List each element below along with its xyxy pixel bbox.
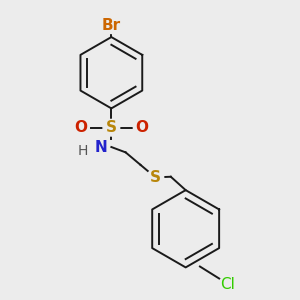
- Circle shape: [73, 119, 89, 136]
- Text: N: N: [94, 140, 107, 154]
- Text: O: O: [135, 120, 148, 135]
- Text: O: O: [74, 120, 88, 135]
- Circle shape: [103, 119, 120, 136]
- Text: S: S: [150, 170, 161, 185]
- Text: H: H: [78, 145, 88, 158]
- Circle shape: [147, 169, 164, 186]
- Text: Cl: Cl: [220, 277, 235, 292]
- Circle shape: [134, 119, 150, 136]
- Text: S: S: [106, 120, 117, 135]
- Circle shape: [93, 139, 109, 155]
- Circle shape: [103, 17, 120, 34]
- Circle shape: [219, 276, 236, 293]
- Text: Br: Br: [102, 18, 121, 33]
- Circle shape: [78, 146, 88, 157]
